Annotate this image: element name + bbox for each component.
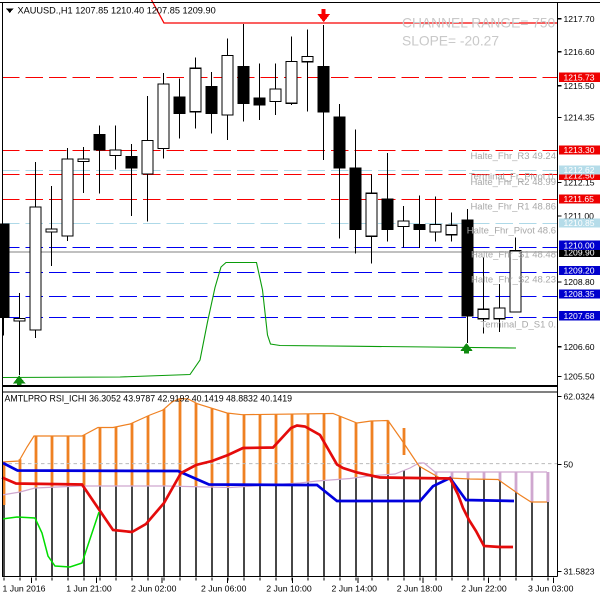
svg-text:1215.50: 1215.50 (564, 81, 595, 91)
svg-text:Halte_Fhr_S1 48.48: Halte_Fhr_S1 48.48 (471, 250, 556, 261)
svg-text:Halte_Fhr_R1 48.86: Halte_Fhr_R1 48.86 (470, 201, 556, 212)
svg-text:1212.15: 1212.15 (564, 178, 595, 188)
svg-text:50: 50 (564, 460, 574, 470)
svg-text:1213.30: 1213.30 (564, 145, 595, 155)
svg-text:1217.70: 1217.70 (564, 14, 595, 24)
svg-text:1 Jun 2016: 1 Jun 2016 (3, 584, 46, 594)
svg-text:62.0324: 62.0324 (564, 392, 595, 402)
svg-text:1205.50: 1205.50 (564, 372, 595, 382)
svg-text:1209.90: 1209.90 (564, 248, 595, 258)
svg-text:31.5823: 31.5823 (564, 567, 595, 577)
svg-text:Halte_Fhr_Pivot 48.6: Halte_Fhr_Pivot 48.6 (467, 226, 556, 237)
svg-text:1212.50: 1212.50 (564, 171, 595, 181)
svg-text:2 Jun 14:00: 2 Jun 14:00 (332, 584, 378, 594)
svg-text:1216.60: 1216.60 (564, 47, 595, 57)
svg-text:1214.35: 1214.35 (564, 113, 595, 123)
svg-text:2 Jun 02:00: 2 Jun 02:00 (131, 584, 177, 594)
svg-text:2 Jun 06:00: 2 Jun 06:00 (201, 584, 247, 594)
svg-text:1208.80: 1208.80 (564, 277, 595, 287)
svg-text:1207.68: 1207.68 (564, 311, 595, 321)
svg-text:SLOPE= -20.27: SLOPE= -20.27 (402, 34, 499, 49)
svg-text:2 Jun 18:00: 2 Jun 18:00 (397, 584, 443, 594)
svg-text:1211.65: 1211.65 (564, 194, 595, 204)
svg-text:3 Jun 03:00: 3 Jun 03:00 (528, 584, 574, 594)
svg-text:1 Jun 21:00: 1 Jun 21:00 (66, 584, 112, 594)
svg-text:XAUUSD.,H1 1207.85 1210.40 120: XAUUSD.,H1 1207.85 1210.40 1207.85 1209.… (18, 6, 216, 16)
svg-text:1210.00: 1210.00 (564, 241, 595, 251)
svg-text:Halte_Fhr_R2 48.99: Halte_Fhr_R2 48.99 (470, 177, 556, 188)
svg-text:1210.85: 1210.85 (564, 218, 595, 228)
svg-text:1208.35: 1208.35 (564, 289, 595, 299)
svg-text:1209.20: 1209.20 (564, 266, 595, 276)
svg-text:2 Jun 10:00: 2 Jun 10:00 (266, 584, 312, 594)
svg-text:CHANNEL RANGE= 750: CHANNEL RANGE= 750 (402, 16, 556, 31)
svg-text:Halte_Fhr_R3 49.24: Halte_Fhr_R3 49.24 (470, 151, 556, 162)
svg-text:Terminal_Fr_Pivot 0.: Terminal_Fr_Pivot 0. (469, 172, 556, 183)
svg-text:AMTLPRO RSI_ICHI 36.3052 43.97: AMTLPRO RSI_ICHI 36.3052 43.9787 42.9192… (5, 394, 293, 404)
svg-text:1206.60: 1206.60 (564, 342, 595, 352)
svg-text:Halte_Fhr_S2 48.23: Halte_Fhr_S2 48.23 (471, 275, 556, 286)
svg-text:Terminal_D_S1 0.: Terminal_D_S1 0. (480, 319, 556, 330)
svg-text:1212.62: 1212.62 (564, 165, 595, 175)
svg-text:2 Jun 22:00: 2 Jun 22:00 (461, 584, 507, 594)
svg-text:1211.00: 1211.00 (564, 211, 595, 221)
svg-text:1215.73: 1215.73 (564, 72, 595, 82)
